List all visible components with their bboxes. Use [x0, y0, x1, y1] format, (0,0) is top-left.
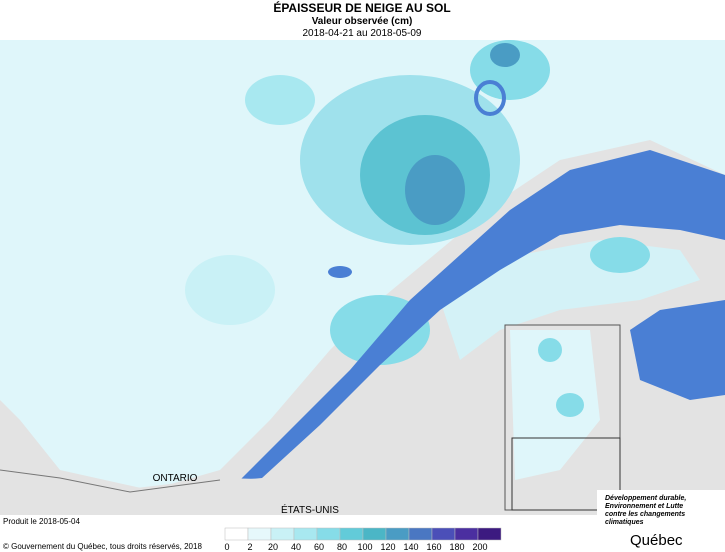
- legend-swatch: [477, 527, 502, 541]
- region-label: ÉTATS-UNIS: [281, 503, 339, 516]
- produced-date: Produit le 2018-05-04: [3, 517, 80, 526]
- title: ÉPAISSEUR DE NEIGE AU SOL: [273, 0, 450, 15]
- region-label: ONTARIO: [153, 473, 198, 484]
- inset-land: [510, 330, 600, 480]
- snow-zone: [490, 43, 520, 67]
- logo-line: climatiques: [605, 519, 644, 526]
- logo-line: Développement durable,: [605, 495, 686, 502]
- subtitle: Valeur observée (cm): [312, 16, 413, 27]
- logo-name: Québec: [630, 532, 683, 549]
- legend-swatch: [293, 527, 318, 541]
- legend-label: 60: [314, 542, 324, 552]
- legend-label: 160: [426, 542, 441, 552]
- legend-swatch: [247, 527, 272, 541]
- reservoir: [474, 80, 506, 116]
- legend-label: 140: [403, 542, 418, 552]
- copyright: © Gouvernement du Québec, tous droits ré…: [3, 542, 202, 551]
- south-land: [0, 470, 500, 515]
- inset-snow: [556, 393, 584, 417]
- legend-swatch: [385, 527, 410, 541]
- legend-swatch: [339, 527, 364, 541]
- logo-line: Environnement et Lutte: [605, 503, 683, 510]
- lake: [328, 266, 352, 278]
- legend-swatch: [454, 527, 479, 541]
- legend-swatch: [270, 527, 295, 541]
- legend-swatch: [431, 527, 456, 541]
- snow-zone: [245, 75, 315, 125]
- logo-text: Développement durable,Environnement et L…: [605, 495, 686, 526]
- legend-label: 20: [268, 542, 278, 552]
- legend: 0 2 20 40 60 80 100 120 140 160 180 200: [224, 527, 502, 552]
- legend-label: 2: [247, 542, 252, 552]
- legend-swatch: [224, 527, 249, 541]
- period: 2018-04-21 au 2018-05-09: [303, 28, 422, 39]
- legend-label: 180: [449, 542, 464, 552]
- snow-zone: [185, 255, 275, 325]
- legend-label: 0: [224, 542, 229, 552]
- gulf-water: [630, 300, 725, 400]
- border: [0, 469, 221, 493]
- legend-swatch: [316, 527, 341, 541]
- legend-label: 80: [337, 542, 347, 552]
- legend-label: 100: [357, 542, 372, 552]
- snow-zone: [405, 155, 465, 225]
- legend-swatch: [408, 527, 433, 541]
- logo-box: [597, 490, 725, 552]
- inset-frame: [511, 437, 621, 511]
- snow-zone: [590, 237, 650, 273]
- legend-label: 40: [291, 542, 301, 552]
- legend-label: 120: [380, 542, 395, 552]
- logo-line: contre les changements: [605, 511, 685, 518]
- quebec-land: [0, 40, 725, 490]
- legend-swatch: [362, 527, 387, 541]
- inset-snow: [538, 338, 562, 362]
- st-lawrence: [240, 150, 725, 480]
- legend-label: 200: [472, 542, 487, 552]
